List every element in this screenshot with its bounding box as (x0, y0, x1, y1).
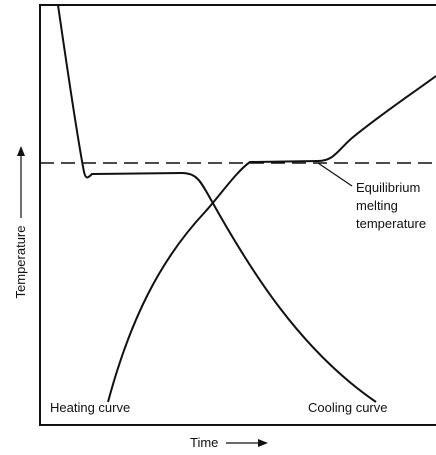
x-axis-label: Time (190, 435, 218, 450)
heating-label: Heating curve (50, 400, 130, 415)
heating-curve (107, 75, 436, 403)
annotation-line: melting (356, 198, 398, 213)
cooling-label: Cooling curve (308, 400, 388, 415)
annotation-line: Equilibrium (356, 180, 420, 195)
x-arrow-head (258, 439, 268, 447)
leader-line (317, 162, 353, 187)
cooling-curve (57, 4, 377, 403)
y-arrow-head (17, 146, 25, 156)
annotation-line: temperature (356, 216, 426, 231)
frame (39, 4, 436, 426)
y-axis-label: Temperature (13, 226, 28, 299)
